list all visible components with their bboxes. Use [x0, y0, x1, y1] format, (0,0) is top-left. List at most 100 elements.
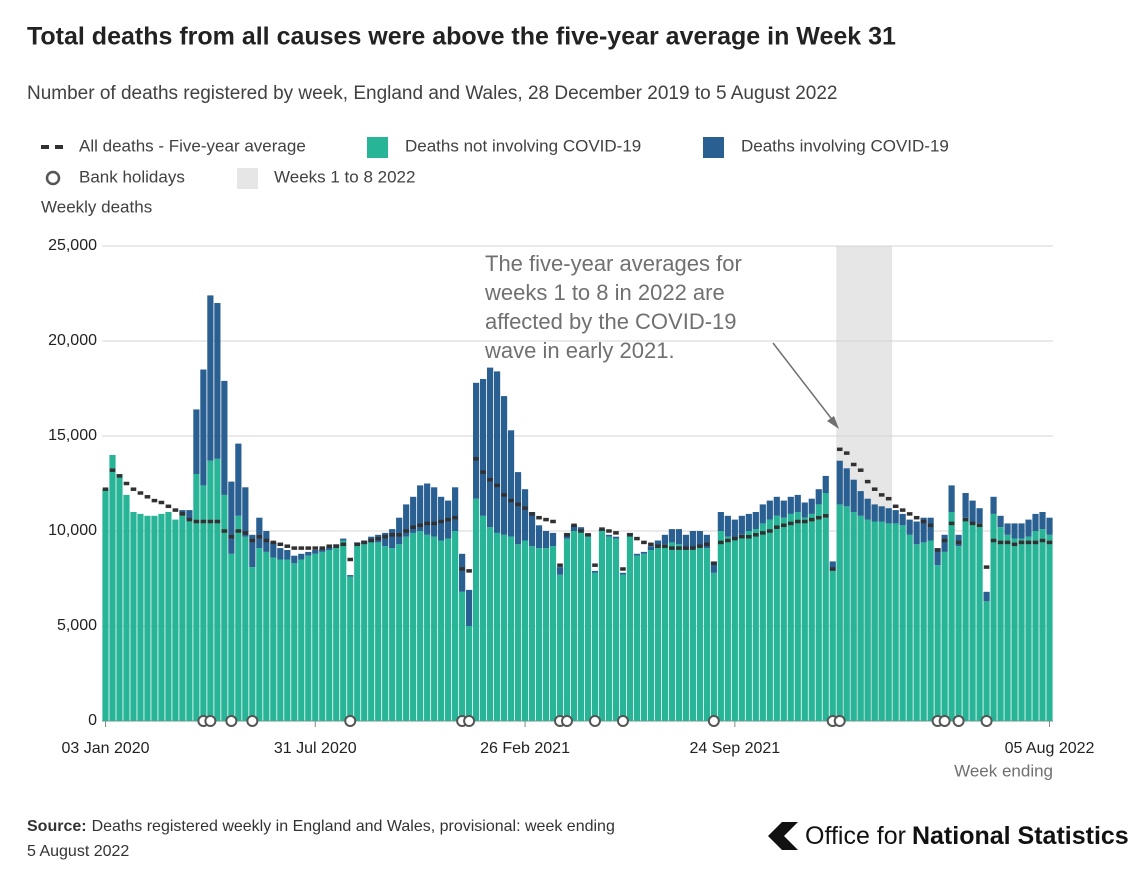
bar: [1039, 529, 1046, 721]
bar: [759, 504, 766, 524]
bar: [493, 532, 501, 721]
bar: [347, 575, 354, 577]
bar: [794, 512, 801, 721]
bar: [647, 546, 655, 550]
bar: [801, 517, 808, 721]
x-axis-label: Week ending: [954, 761, 1053, 780]
bar: [591, 570, 599, 573]
bar: [179, 510, 186, 514]
bar: [605, 536, 613, 721]
bar: [431, 536, 438, 721]
bar: [312, 550, 319, 554]
bar: [570, 531, 578, 721]
bar: [144, 515, 151, 721]
bar: [836, 460, 843, 505]
bank-holiday: [463, 715, 476, 727]
bar: [319, 549, 326, 552]
source-label: Source:: [27, 818, 87, 835]
bar: [528, 546, 536, 721]
bar: [703, 548, 710, 721]
bar: [305, 555, 312, 721]
bar: [906, 534, 913, 721]
bar: [438, 496, 445, 541]
bar: [228, 481, 235, 554]
bar: [780, 517, 787, 721]
legend-icon: [367, 137, 388, 158]
bar: [277, 559, 284, 721]
bar: [633, 555, 641, 721]
bar: [626, 534, 634, 721]
bar: [591, 572, 599, 721]
bar: [752, 529, 759, 721]
bar: [214, 303, 221, 459]
bar: [822, 493, 829, 721]
bar: [466, 589, 473, 626]
bar: [885, 508, 892, 524]
bar: [445, 538, 452, 721]
bar: [382, 546, 389, 721]
bar: [193, 409, 200, 474]
chart-subtitle: Number of deaths registered by week, Eng…: [27, 83, 837, 104]
bar: [696, 546, 703, 721]
bank-holiday: [833, 715, 846, 727]
bar: [556, 567, 564, 575]
annotation-line: weeks 1 to 8 in 2022 are: [484, 280, 725, 305]
bar: [969, 500, 976, 524]
bar: [990, 496, 997, 514]
bar: [668, 542, 675, 721]
bar: [640, 553, 648, 721]
bar: [962, 517, 969, 721]
bank-holiday: [938, 715, 951, 727]
bar: [738, 515, 745, 535]
annotation-line: wave in early 2021.: [484, 338, 675, 363]
bar: [361, 544, 368, 721]
bar: [200, 369, 207, 486]
bar: [500, 396, 508, 535]
y-tick-label: 5,000: [57, 617, 97, 634]
bar: [549, 546, 557, 721]
bar: [528, 512, 536, 547]
bank-holiday: [204, 715, 217, 727]
bar: [326, 547, 333, 550]
bank-holiday: [588, 715, 601, 727]
bar: [221, 380, 228, 495]
bar: [668, 529, 675, 543]
bar: [312, 553, 319, 721]
bar: [864, 519, 871, 721]
bar: [563, 538, 571, 721]
bar: [340, 538, 347, 541]
bar: [808, 513, 815, 721]
bar: [927, 540, 934, 721]
bar: [507, 430, 515, 537]
bar: [403, 536, 410, 721]
bar: [368, 542, 375, 721]
bar: [955, 546, 962, 721]
bar: [843, 506, 850, 721]
bar: [179, 513, 186, 721]
bar: [298, 553, 305, 560]
bar: [431, 487, 438, 537]
bar: [871, 504, 878, 522]
bar: [410, 496, 417, 533]
bar: [109, 455, 116, 721]
x-tick-label: 31 Jul 2020: [274, 740, 357, 757]
annotation-line: The five-year averages for: [485, 251, 742, 276]
bar: [242, 536, 249, 721]
bar: [1018, 538, 1025, 721]
legend-label: Weeks 1 to 8 2022: [274, 167, 415, 186]
bar: [1025, 519, 1032, 537]
bar: [137, 513, 144, 721]
bar: [969, 523, 976, 721]
x-tick-label: 24 Sep 2021: [689, 740, 780, 757]
bank-holiday: [225, 715, 238, 727]
bar: [340, 540, 347, 721]
bar: [920, 517, 927, 543]
bar: [270, 542, 277, 558]
bar: [277, 548, 284, 560]
bar: [158, 513, 165, 721]
bar: [724, 536, 731, 721]
bar: [417, 485, 424, 531]
bar: [186, 510, 193, 520]
bar: [207, 460, 214, 721]
